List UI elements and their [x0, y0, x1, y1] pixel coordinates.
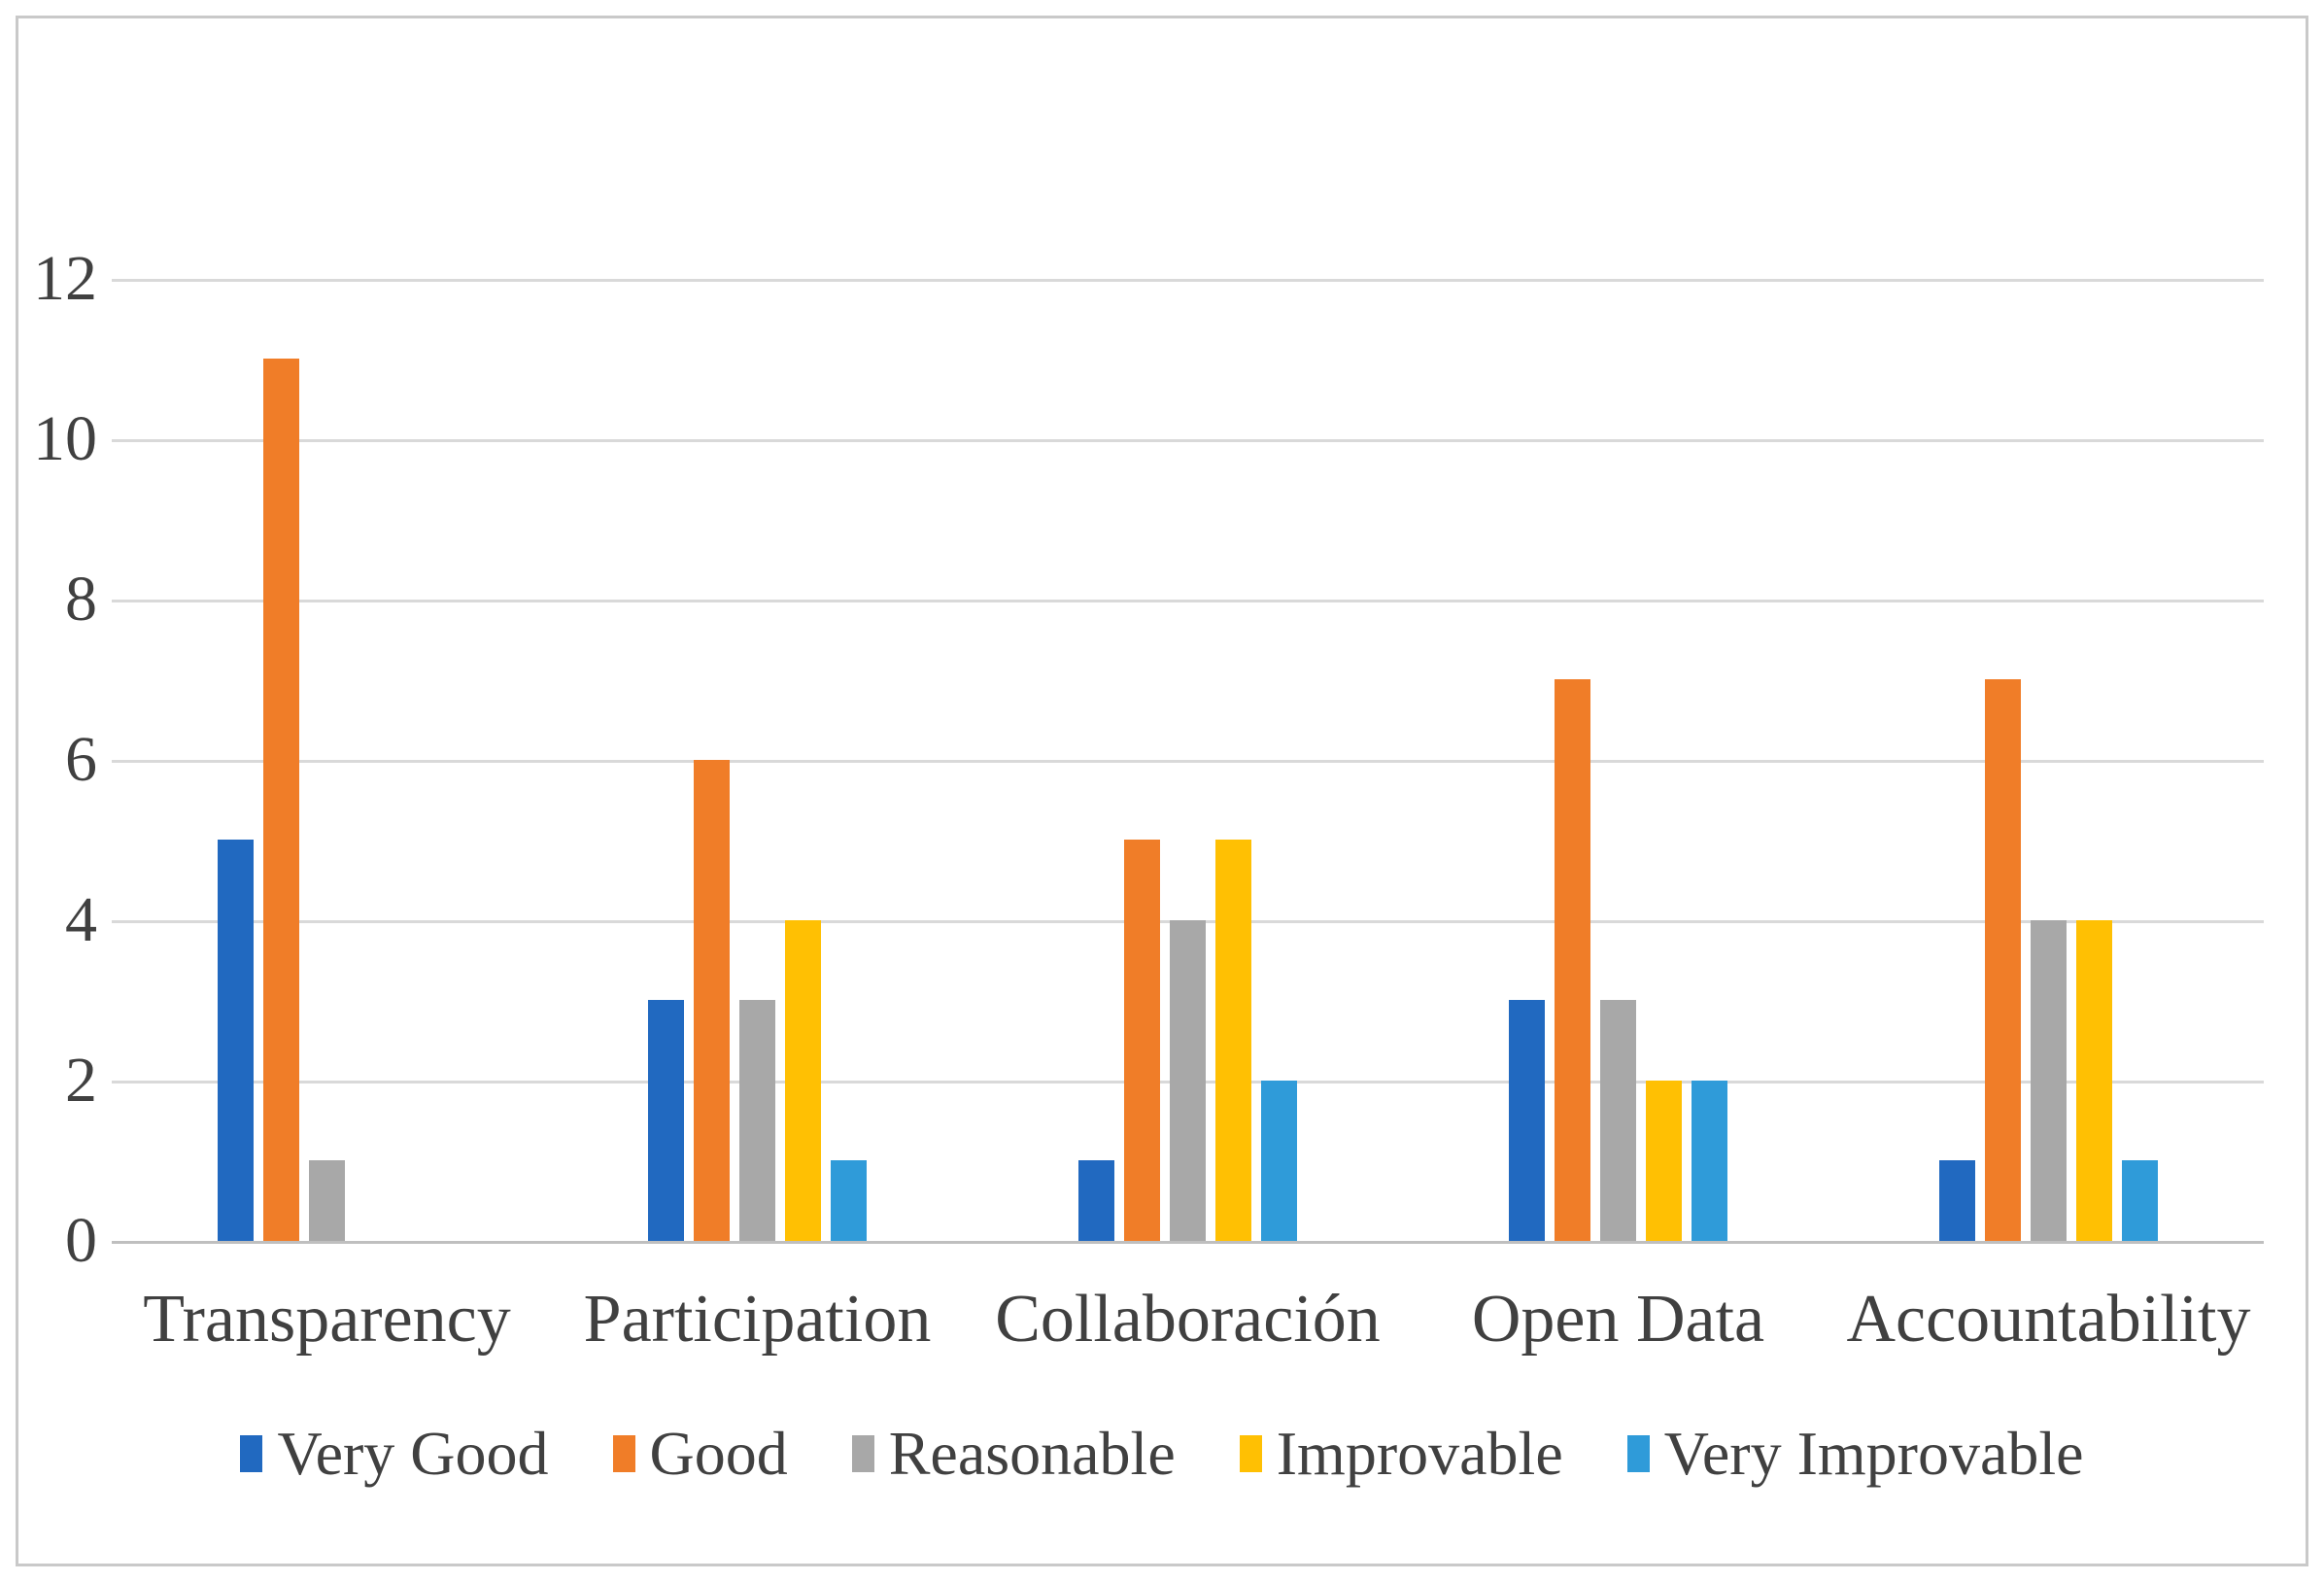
legend-swatch-icon — [240, 1435, 263, 1472]
x-category-label: Collaboración — [995, 1282, 1381, 1357]
bar-reasonable — [1170, 920, 1206, 1241]
bar-improvable — [1215, 840, 1251, 1241]
bar-good — [1985, 679, 2021, 1241]
x-category-label: Accountability — [1846, 1282, 2251, 1357]
x-category-label: Participation — [583, 1282, 932, 1357]
bar-reasonable — [739, 1000, 775, 1241]
bar-very-improvable — [1261, 1081, 1297, 1241]
bar-group-participation — [542, 279, 973, 1241]
bar-group-open-data — [1403, 279, 1833, 1241]
bar-good — [1555, 679, 1590, 1241]
y-tick-label: 12 — [33, 243, 97, 314]
bar-reasonable — [1600, 1000, 1636, 1241]
bar-reasonable — [309, 1160, 345, 1241]
bar-group-collaboraci-n — [973, 279, 1403, 1241]
legend-item-very-improvable: Very Improvable — [1626, 1419, 2084, 1489]
bar-very-good — [218, 840, 254, 1241]
gridline — [112, 279, 2264, 282]
legend-swatch-icon — [612, 1435, 635, 1472]
bar-very-improvable — [1692, 1081, 1727, 1241]
bar-improvable — [1646, 1081, 1682, 1241]
bar-very-good — [1939, 1160, 1975, 1241]
y-tick-label: 0 — [65, 1205, 97, 1276]
bar-very-good — [1078, 1160, 1114, 1241]
legend-item-improvable: Improvable — [1239, 1419, 1563, 1489]
y-tick-label: 6 — [65, 724, 97, 795]
bar-group-transparency — [112, 279, 542, 1241]
bar-very-improvable — [831, 1160, 867, 1241]
legend-swatch-icon — [1239, 1435, 1262, 1472]
x-axis-category-labels: Transparency Participation Collaboración Op… — [112, 1281, 2264, 1358]
x-category-label: Open Data — [1471, 1282, 1765, 1357]
legend-item-good: Good — [612, 1419, 788, 1489]
bar-improvable — [785, 920, 821, 1241]
legend-item-reasonable: Reasonable — [851, 1419, 1176, 1489]
gridline — [112, 760, 2264, 763]
legend-label: Improvable — [1276, 1419, 1563, 1488]
y-tick-label: 10 — [33, 403, 97, 474]
bar-very-improvable — [2122, 1160, 2158, 1241]
y-tick-label: 4 — [65, 884, 97, 955]
legend-swatch-icon — [1626, 1435, 1650, 1472]
legend-label: Very Improvable — [1663, 1419, 2084, 1488]
bar-very-good — [648, 1000, 684, 1241]
legend-swatch-icon — [851, 1435, 874, 1472]
bar-good — [1124, 840, 1160, 1241]
gridline — [112, 439, 2264, 442]
bar-group-accountability — [1833, 279, 2264, 1241]
bar-improvable — [2076, 920, 2112, 1241]
gridline — [112, 600, 2264, 602]
y-tick-label: 8 — [65, 564, 97, 635]
x-axis-line — [112, 1241, 2264, 1244]
legend-label: Reasonable — [888, 1419, 1176, 1488]
bar-good — [263, 359, 299, 1241]
y-tick-label: 2 — [65, 1045, 97, 1116]
legend-item-very-good: Very Good — [240, 1419, 549, 1489]
bar-reasonable — [2031, 920, 2067, 1241]
figure-border — [16, 16, 2308, 1566]
legend: Very Good Good Reasonable Improvable Very Im… — [58, 1419, 2266, 1489]
legend-label: Good — [649, 1419, 788, 1488]
x-category-label: Transparency — [143, 1282, 511, 1357]
plot-area — [112, 279, 2264, 1241]
legend-label: Very Good — [277, 1419, 549, 1488]
bar-good — [694, 760, 730, 1241]
bar-very-good — [1509, 1000, 1545, 1241]
